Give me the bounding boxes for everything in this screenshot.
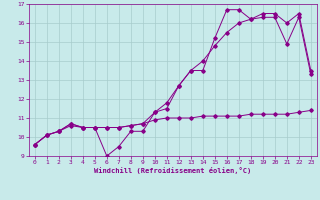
X-axis label: Windchill (Refroidissement éolien,°C): Windchill (Refroidissement éolien,°C) — [94, 167, 252, 174]
